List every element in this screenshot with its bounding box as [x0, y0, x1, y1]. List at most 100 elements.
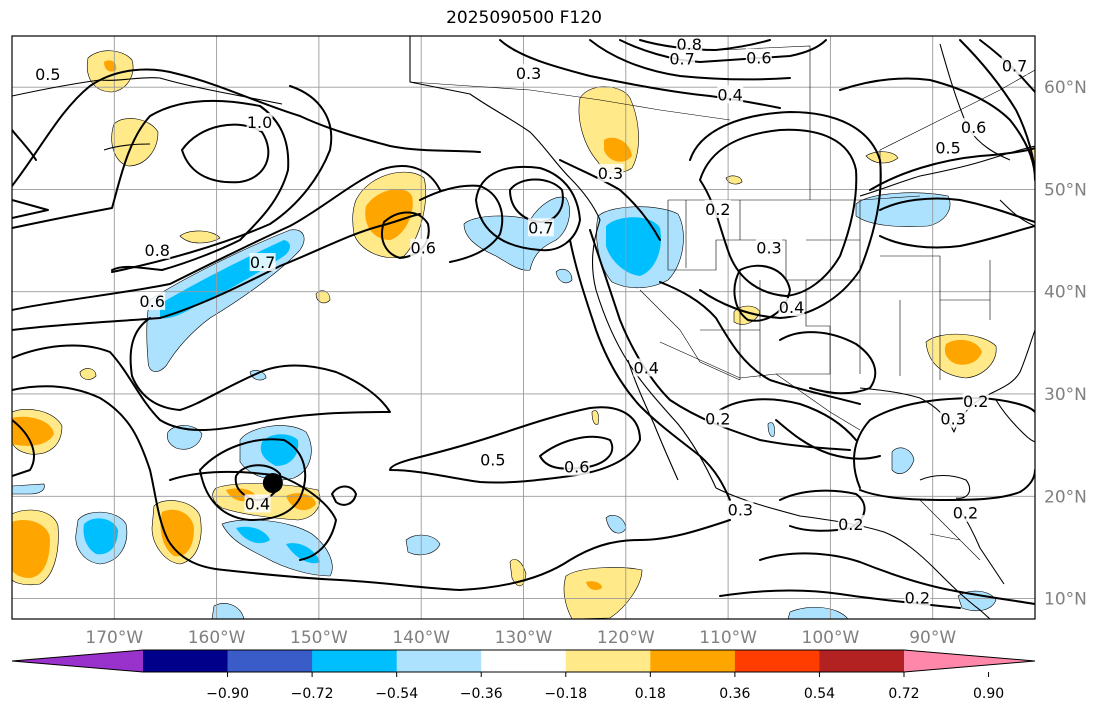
contour-label-backdrop	[940, 409, 967, 428]
colorbar-segment	[481, 650, 567, 672]
contour-label: 0.7	[528, 218, 553, 237]
contour-label: 0.6	[564, 458, 589, 477]
contour-lines	[12, 39, 1035, 609]
contour-label: 0.2	[905, 589, 930, 608]
longitude-tick-label: 170°W	[85, 628, 143, 648]
longitude-tick-labels: 170°W 160°W 150°W 140°W 130°W 120°W 110°W 100°W…	[85, 628, 956, 648]
colorbar-tick-label: 0.54	[804, 686, 835, 702]
colorbar-segment	[565, 650, 651, 672]
contour-labels: 0.51.00.80.70.60.60.30.80.7 0.60.40.30.70…	[34, 36, 1028, 608]
colorbar-tick-label: −0.72	[291, 686, 334, 702]
latitude-tick-label: 20°N	[1044, 487, 1087, 507]
contour-label-backdrop	[962, 392, 989, 411]
contour-label: 0.5	[480, 450, 505, 469]
latitude-tick-label: 50°N	[1044, 180, 1087, 200]
colorbar-tick-label: 0.72	[888, 686, 919, 702]
contour-label-backdrop	[717, 85, 744, 104]
contour-label-backdrop	[34, 64, 61, 83]
contour-label-backdrop	[515, 63, 542, 82]
contour-label: 0.4	[634, 358, 659, 377]
contour-label-backdrop	[669, 49, 696, 68]
contour-label: 0.2	[963, 392, 988, 411]
colorbar-segment	[650, 650, 736, 672]
latitude-tick-label: 30°N	[1044, 385, 1087, 405]
contour-label-backdrop	[704, 409, 731, 428]
contour-label-backdrop	[745, 48, 772, 67]
contour-label: 0.6	[139, 292, 164, 311]
map-title: 2025090500 F120	[446, 8, 602, 28]
contour-label: 0.2	[953, 504, 978, 523]
longitude-tick-label: 120°W	[597, 628, 655, 648]
contour-label-backdrop	[904, 588, 931, 607]
map-frame	[11, 35, 1036, 620]
latitude-tick-labels: 60°N 50°N 40°N 30°N 20°N 10°N	[1044, 78, 1087, 609]
contour-label: 0.4	[779, 298, 804, 317]
longitude-tick-label: 110°W	[699, 628, 757, 648]
contour-label-backdrop	[410, 238, 437, 257]
contour-label: 0.4	[717, 85, 742, 104]
contour-label-backdrop	[676, 36, 703, 54]
contour-label: 0.6	[961, 118, 986, 137]
colorbar-extend-low	[12, 650, 143, 672]
colorbar-segment	[312, 650, 398, 672]
contour-label-backdrop	[935, 138, 962, 157]
latitude-tick-label: 40°N	[1044, 283, 1087, 303]
colorbar-tick-label: 0.36	[719, 686, 750, 702]
colorbar-segment	[227, 650, 313, 672]
colorbar: −0.90 −0.72 −0.54 −0.36 −0.18 0.18 0.36 0.54 0.7…	[11, 649, 1036, 702]
contour-label-backdrop	[633, 358, 660, 377]
contour-label: 0.8	[145, 241, 170, 260]
contour-label-backdrop	[1001, 56, 1028, 75]
contour-label-backdrop	[952, 503, 979, 522]
colorbar-segment	[819, 650, 905, 672]
contour-label-backdrop	[837, 514, 864, 533]
contour-label-backdrop	[704, 199, 731, 218]
colorbar-tick-label: −0.54	[375, 686, 418, 702]
colorbar-segment	[734, 650, 820, 672]
colorbar-tick-label: −0.36	[460, 686, 503, 702]
contour-label-backdrop	[246, 112, 273, 131]
contour-label: 0.2	[705, 410, 730, 429]
graticule	[12, 36, 1035, 619]
contour-label: 0.2	[705, 200, 730, 219]
latitude-tick-label: 60°N	[1044, 78, 1087, 98]
contour-label: 0.6	[411, 239, 436, 258]
colorbar-segment	[396, 650, 482, 672]
contour-label-backdrop	[139, 291, 166, 310]
contour-label-backdrop	[960, 118, 987, 137]
contour-label: 0.4	[245, 494, 270, 513]
contour-label: 0.3	[598, 164, 623, 183]
contour-label-backdrop	[249, 253, 276, 272]
colorbar-extend-high	[904, 650, 1035, 672]
colorbar-tick-label: −0.18	[544, 686, 587, 702]
contour-label: 0.7	[1002, 57, 1027, 76]
colorbar-outline	[11, 649, 1036, 673]
contour-label-backdrop	[597, 164, 624, 183]
contour-label: 0.7	[250, 253, 275, 272]
contour-label-backdrop	[144, 240, 171, 259]
contour-label: 0.6	[746, 49, 771, 68]
contour-label: 0.3	[728, 501, 753, 520]
contour-label-backdrop	[778, 298, 805, 317]
longitude-tick-label: 150°W	[290, 628, 348, 648]
contour-label: 0.7	[669, 50, 694, 69]
colorbar-tick-label: −0.90	[206, 686, 249, 702]
longitude-tick-label: 130°W	[495, 628, 553, 648]
longitude-tick-label: 100°W	[802, 628, 860, 648]
contour-label: 0.3	[756, 239, 781, 258]
contour-label-backdrop	[244, 494, 271, 513]
contour-label: 1.0	[247, 113, 272, 132]
contour-label: 0.5	[935, 139, 960, 158]
contour-label: 0.3	[516, 64, 541, 83]
contour-label: 0.2	[838, 515, 863, 534]
colorbar-tick-label: 0.18	[635, 686, 666, 702]
latitude-tick-label: 10°N	[1044, 590, 1087, 610]
location-marker	[262, 472, 283, 493]
colorbar-tick-label: 0.90	[973, 686, 1004, 702]
contour-label-backdrop	[479, 450, 506, 469]
contour-label-backdrop	[563, 457, 590, 476]
longitude-tick-label: 90°W	[909, 628, 956, 648]
contour-label: 0.5	[35, 65, 60, 84]
longitude-tick-label: 140°W	[392, 628, 450, 648]
